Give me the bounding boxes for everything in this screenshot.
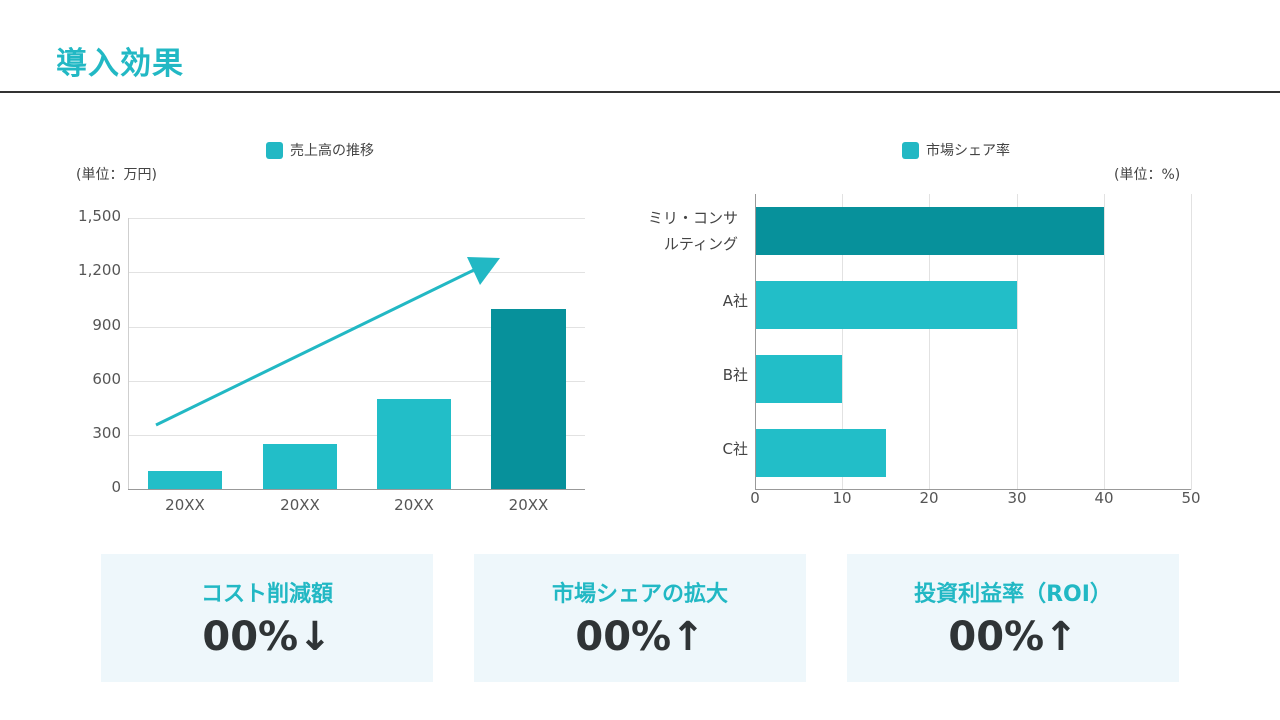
x-tick: 20XX	[165, 496, 205, 514]
gridline	[128, 272, 585, 273]
share-bar	[755, 281, 1017, 329]
x-tick: 50	[1181, 489, 1201, 507]
kpi-label: コスト削減額	[200, 582, 333, 607]
x-tick: 0	[750, 489, 760, 507]
page-title: 導入効果	[56, 46, 184, 82]
share-unit-label: (単位：%)	[1114, 167, 1181, 183]
kpi-label: 投資利益率（ROI）	[914, 582, 1112, 607]
sales-bar	[148, 471, 222, 489]
kpi-card-roi: 投資利益率（ROI） 00%↑	[847, 554, 1179, 682]
x-axis	[755, 489, 1191, 490]
y-tick: 1,500	[78, 207, 121, 225]
category-label-line: ルティング	[663, 235, 738, 253]
kpi-value: 00%↑	[948, 614, 1078, 660]
title-divider	[0, 91, 1280, 93]
y-tick: 600	[92, 370, 121, 388]
gridline	[128, 381, 585, 382]
x-tick: 10	[832, 489, 852, 507]
x-tick: 20	[919, 489, 939, 507]
category-label: C社	[722, 440, 748, 458]
x-tick: 30	[1007, 489, 1027, 507]
sales-unit-label: (単位：万円)	[76, 167, 157, 183]
gridline	[128, 218, 585, 219]
legend-swatch-icon	[902, 141, 919, 159]
category-label: B社	[722, 366, 748, 384]
x-tick: 20XX	[508, 496, 549, 514]
category-label-line: ミリ・コンサ	[647, 209, 738, 227]
gridline	[1104, 194, 1105, 490]
y-tick: 900	[92, 316, 121, 334]
gridline	[128, 435, 585, 436]
sales-legend-label: 売上高の推移	[290, 143, 374, 159]
share-legend: 市場シェア率	[902, 140, 1010, 160]
kpi-card-market-share: 市場シェアの拡大 00%↑	[474, 554, 806, 682]
share-legend-label: 市場シェア率	[926, 143, 1010, 159]
y-tick: 1,200	[78, 261, 121, 279]
x-tick: 20XX	[394, 496, 434, 514]
kpi-label: 市場シェアの拡大	[551, 582, 728, 607]
gridline	[842, 194, 843, 490]
x-axis	[128, 489, 585, 490]
y-tick: 0	[111, 478, 121, 496]
gridline	[1017, 194, 1018, 490]
y-tick: 300	[92, 424, 121, 442]
share-bar	[755, 355, 842, 403]
category-label: ミリ・コンサ ルティング	[620, 205, 738, 257]
y-axis	[128, 218, 129, 490]
legend-swatch-icon	[266, 141, 283, 159]
sales-bar	[263, 444, 337, 489]
gridline	[1191, 194, 1192, 490]
y-axis	[755, 194, 756, 490]
share-bar-highlight	[755, 207, 1104, 255]
category-label: A社	[722, 292, 748, 310]
x-tick: 40	[1094, 489, 1114, 507]
kpi-value: 00%↓	[202, 614, 332, 660]
sales-legend: 売上高の推移	[266, 140, 374, 160]
kpi-value: 00%↑	[575, 614, 705, 660]
sales-bar-highlight	[491, 309, 566, 489]
kpi-card-cost-reduction: コスト削減額 00%↓	[101, 554, 433, 682]
x-tick: 20XX	[280, 496, 320, 514]
share-bar	[755, 429, 886, 477]
sales-bar	[377, 399, 451, 489]
gridline	[929, 194, 930, 490]
